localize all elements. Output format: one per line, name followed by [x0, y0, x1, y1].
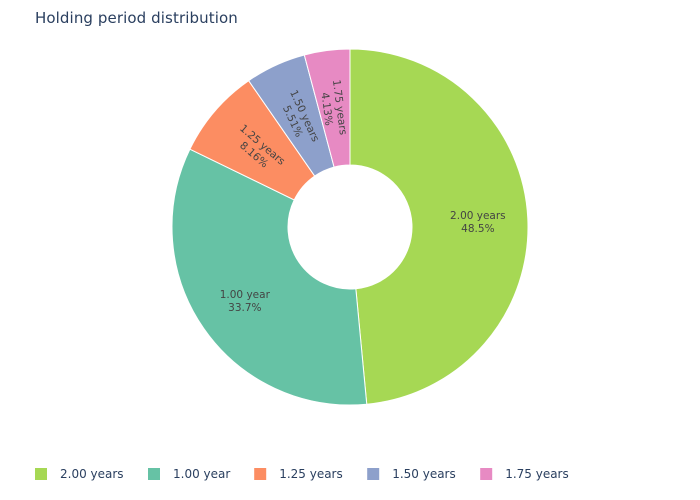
slice-label-name: 2.00 years: [450, 210, 506, 222]
legend-label: 1.00 year: [173, 467, 230, 481]
legend-swatch: [367, 468, 380, 480]
legend-item-1-50-years[interactable]: 1.50 years: [367, 467, 456, 481]
legend-item-1-00-year[interactable]: 1.00 year: [148, 467, 230, 481]
legend-swatch: [480, 468, 493, 480]
legend-label: 1.50 years: [392, 467, 456, 481]
legend-swatch: [254, 468, 267, 480]
slice-1-75-years[interactable]: [303, 48, 351, 168]
slices-layer: [171, 48, 529, 406]
slice-label-value: 4.13%: [318, 92, 334, 127]
legend-label: 1.75 years: [505, 467, 569, 481]
legend-item-1-75-years[interactable]: 1.75 years: [480, 467, 569, 481]
legend-swatch: [35, 468, 47, 480]
slice-1-00-year[interactable]: [171, 148, 368, 406]
slice-label-value: 33.7%: [228, 302, 261, 314]
slice-label-value: 48.5%: [461, 223, 494, 235]
legend-item-2-00-years[interactable]: 2.00 years: [35, 467, 124, 481]
slice-2-00-years[interactable]: [349, 48, 529, 405]
slice-label-name: 1.00 year: [220, 289, 271, 301]
chart-title: Holding period distribution: [35, 9, 238, 27]
legend-label: 2.00 years: [60, 467, 124, 481]
legend-label: 1.25 years: [279, 467, 343, 481]
legend-item-1-25-years[interactable]: 1.25 years: [254, 467, 343, 481]
legend-swatch: [148, 468, 160, 480]
legend: 2.00 years 1.00 year 1.25 years 1.50 years 1…: [35, 467, 569, 481]
